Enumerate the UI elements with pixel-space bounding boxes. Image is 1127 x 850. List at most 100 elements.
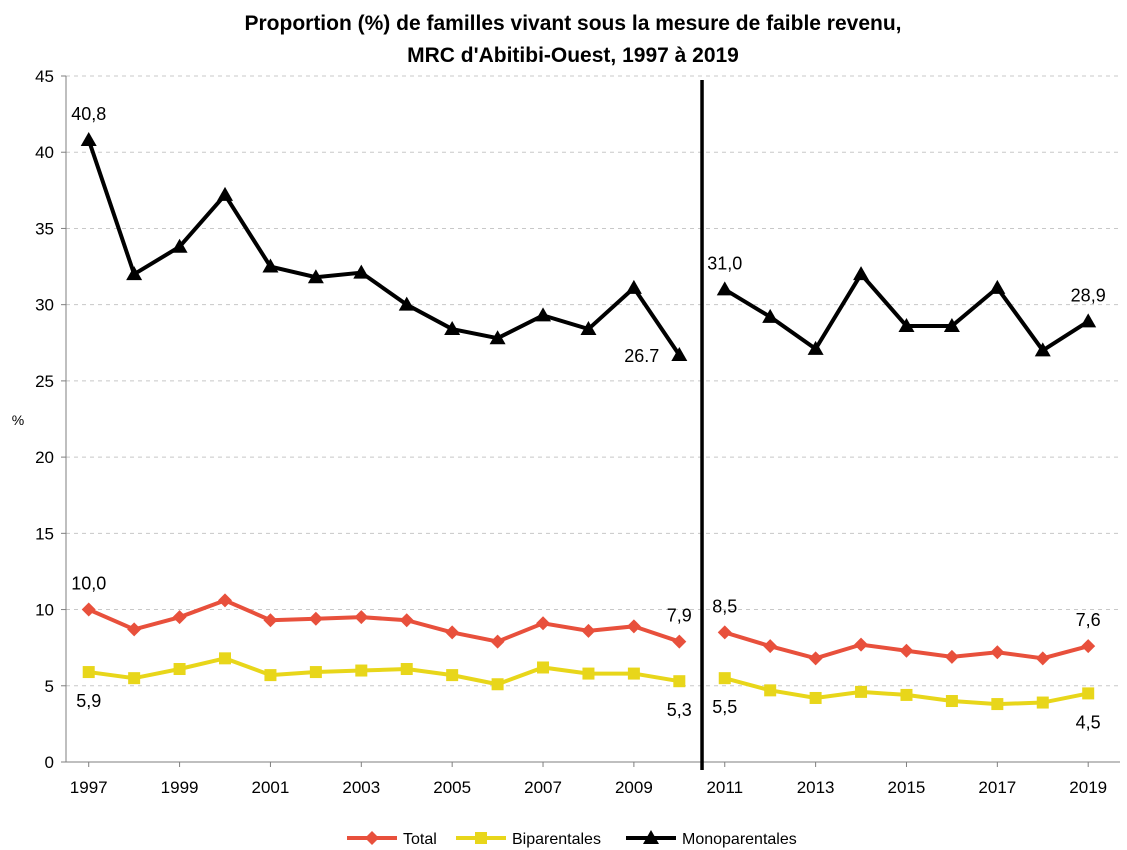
- data-label-2010-26-7: 26.7: [624, 346, 659, 366]
- y-tick-label-45: 45: [35, 67, 54, 86]
- point-monoparentales-2004: [398, 296, 415, 311]
- legend-item-biparentales: Biparentales: [456, 831, 601, 848]
- point-total-2000: [218, 593, 233, 608]
- point-biparentales-1998: [128, 672, 141, 685]
- x-tick-label-2019: 2019: [1069, 778, 1107, 797]
- data-label-1997-40-8: 40,8: [71, 104, 106, 124]
- point-total-2012: [763, 639, 778, 654]
- data-label-2010-7-9: 7,9: [667, 606, 692, 626]
- point-total-2008: [581, 623, 596, 638]
- point-monoparentales-2002: [307, 269, 324, 284]
- point-total-2011: [717, 625, 732, 640]
- point-biparentales-2004: [400, 663, 413, 676]
- x-tick-label-2003: 2003: [342, 778, 380, 797]
- legend-marker-monoparentales: [643, 830, 659, 844]
- point-monoparentales-2006: [489, 330, 506, 345]
- x-tick-label-1999: 1999: [161, 778, 199, 797]
- legend-label-biparentales: Biparentales: [512, 831, 601, 848]
- point-monoparentales-2005: [444, 321, 461, 336]
- chart-title-line-1: Proportion (%) de familles vivant sous l…: [244, 12, 901, 35]
- point-total-2019: [1081, 639, 1096, 654]
- point-biparentales-2015: [900, 688, 913, 701]
- point-monoparentales-2017: [989, 279, 1006, 294]
- point-total-2010: [672, 634, 687, 649]
- point-biparentales-2003: [355, 664, 368, 677]
- point-monoparentales-2009: [625, 279, 642, 294]
- point-biparentales-2011: [718, 672, 731, 685]
- point-biparentales-1997: [82, 666, 95, 679]
- series-line-total-segment-1: [87, 598, 680, 644]
- data-label-1997-10: 10,0: [71, 574, 106, 594]
- series-total: [81, 593, 1096, 666]
- point-biparentales-2005: [446, 669, 459, 682]
- point-monoparentales-2000: [217, 186, 234, 201]
- legend-item-total: Total: [347, 831, 437, 848]
- point-monoparentales-2008: [580, 321, 597, 336]
- point-monoparentales-2011: [716, 281, 733, 296]
- grid-lines: [66, 75, 1120, 687]
- legend-marker-biparentales: [475, 832, 487, 844]
- point-monoparentales-2012: [762, 308, 779, 323]
- legend-label-monoparentales: Monoparentales: [682, 831, 797, 848]
- y-tick-label-5: 5: [45, 677, 54, 696]
- series-monoparentales: [80, 132, 1097, 361]
- point-monoparentales-2003: [353, 264, 370, 279]
- point-monoparentales-2015: [898, 318, 915, 333]
- point-biparentales-2019: [1082, 687, 1095, 700]
- axes: 0 5 10 15 20 25 30 35 40 45 1997 1999 2001 2003 2005 20…: [35, 67, 1120, 797]
- point-total-1999: [172, 610, 187, 625]
- y-tick-label-10: 10: [35, 601, 54, 620]
- point-biparentales-2002: [309, 666, 322, 679]
- y-tick-label-20: 20: [35, 448, 54, 467]
- chart-title-line-2: MRC d'Abitibi-Ouest, 1997 à 2019: [407, 44, 739, 67]
- series-line-monoparentales-segment-2: [723, 270, 1090, 354]
- point-monoparentales-1999: [171, 238, 188, 253]
- legend-item-monoparentales: Monoparentales: [626, 830, 797, 848]
- x-tick-label-2011: 2011: [706, 778, 743, 797]
- point-biparentales-2010: [673, 675, 686, 688]
- point-biparentales-2014: [855, 685, 868, 698]
- data-label-2010-5-3: 5,3: [667, 700, 692, 720]
- series-biparentales: [82, 652, 1095, 711]
- series-layer: [80, 132, 1097, 711]
- y-tick-label-40: 40: [35, 143, 54, 162]
- data-label-1997-5-9: 5,9: [76, 691, 101, 711]
- data-label-2011-5-5: 5,5: [712, 697, 737, 717]
- point-biparentales-2007: [537, 661, 550, 674]
- x-tick-label-2017: 2017: [978, 778, 1016, 797]
- point-biparentales-2018: [1036, 696, 1049, 709]
- point-total-2005: [445, 625, 460, 640]
- x-tick-label-2005: 2005: [433, 778, 471, 797]
- x-tick-label-2007: 2007: [524, 778, 562, 797]
- point-biparentales-1999: [173, 663, 186, 676]
- point-total-2018: [1035, 651, 1050, 666]
- point-biparentales-2012: [764, 684, 777, 697]
- point-monoparentales-2014: [853, 266, 870, 281]
- legend-marker-total: [365, 831, 379, 845]
- x-tick-label-2009: 2009: [615, 778, 653, 797]
- point-biparentales-2008: [582, 667, 595, 680]
- point-total-2016: [944, 649, 959, 664]
- data-label-2019-7-6: 7,6: [1076, 610, 1101, 630]
- point-total-2002: [308, 611, 323, 626]
- y-tick-label-0: 0: [45, 753, 54, 772]
- point-biparentales-2016: [945, 695, 958, 708]
- point-total-2001: [263, 613, 278, 628]
- point-biparentales-2001: [264, 669, 277, 682]
- point-biparentales-2009: [627, 667, 640, 680]
- series-line-biparentales-segment-1: [88, 656, 680, 687]
- point-total-1998: [127, 622, 142, 637]
- point-monoparentales-2010: [671, 346, 688, 361]
- y-tick-label-25: 25: [35, 372, 54, 391]
- point-biparentales-2000: [219, 652, 232, 665]
- x-tick-label-2001: 2001: [252, 778, 290, 797]
- y-tick-label-30: 30: [35, 296, 54, 315]
- point-biparentales-2013: [809, 691, 822, 704]
- point-monoparentales-2001: [262, 258, 279, 273]
- point-monoparentales-2007: [535, 307, 552, 322]
- point-monoparentales-2013: [807, 340, 824, 355]
- y-axis-label: %: [12, 412, 24, 428]
- point-total-2007: [536, 616, 551, 631]
- point-monoparentales-2016: [943, 318, 960, 333]
- point-total-1997: [81, 602, 96, 617]
